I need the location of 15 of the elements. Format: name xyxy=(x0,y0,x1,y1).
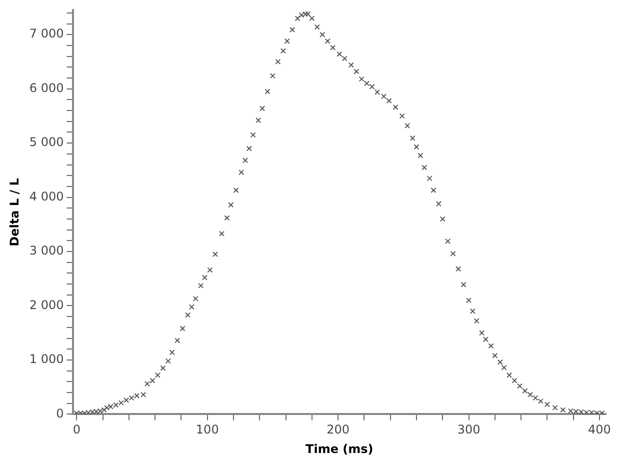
y-tick-label: 4 000 xyxy=(29,189,64,204)
y-tick-label: 3 000 xyxy=(29,244,64,258)
x-tick-label: 0 xyxy=(72,422,80,437)
y-axis-title: Delta L / L xyxy=(7,178,22,246)
x-axis-title: Time (ms) xyxy=(306,442,374,456)
y-tick-label: 7 000 xyxy=(29,26,64,41)
y-tick-label: 1 000 xyxy=(29,352,64,366)
x-tick-label: 200 xyxy=(326,422,350,437)
x-tick-label: 100 xyxy=(196,422,219,437)
y-tick-label: 5 000 xyxy=(29,135,64,150)
y-tick-label: 2 000 xyxy=(29,298,64,312)
x-tick-label: 300 xyxy=(457,422,480,437)
x-tick-label: 400 xyxy=(588,422,611,437)
y-tick-label: 6 000 xyxy=(29,80,64,95)
y-tick-label: 0 xyxy=(56,406,64,420)
